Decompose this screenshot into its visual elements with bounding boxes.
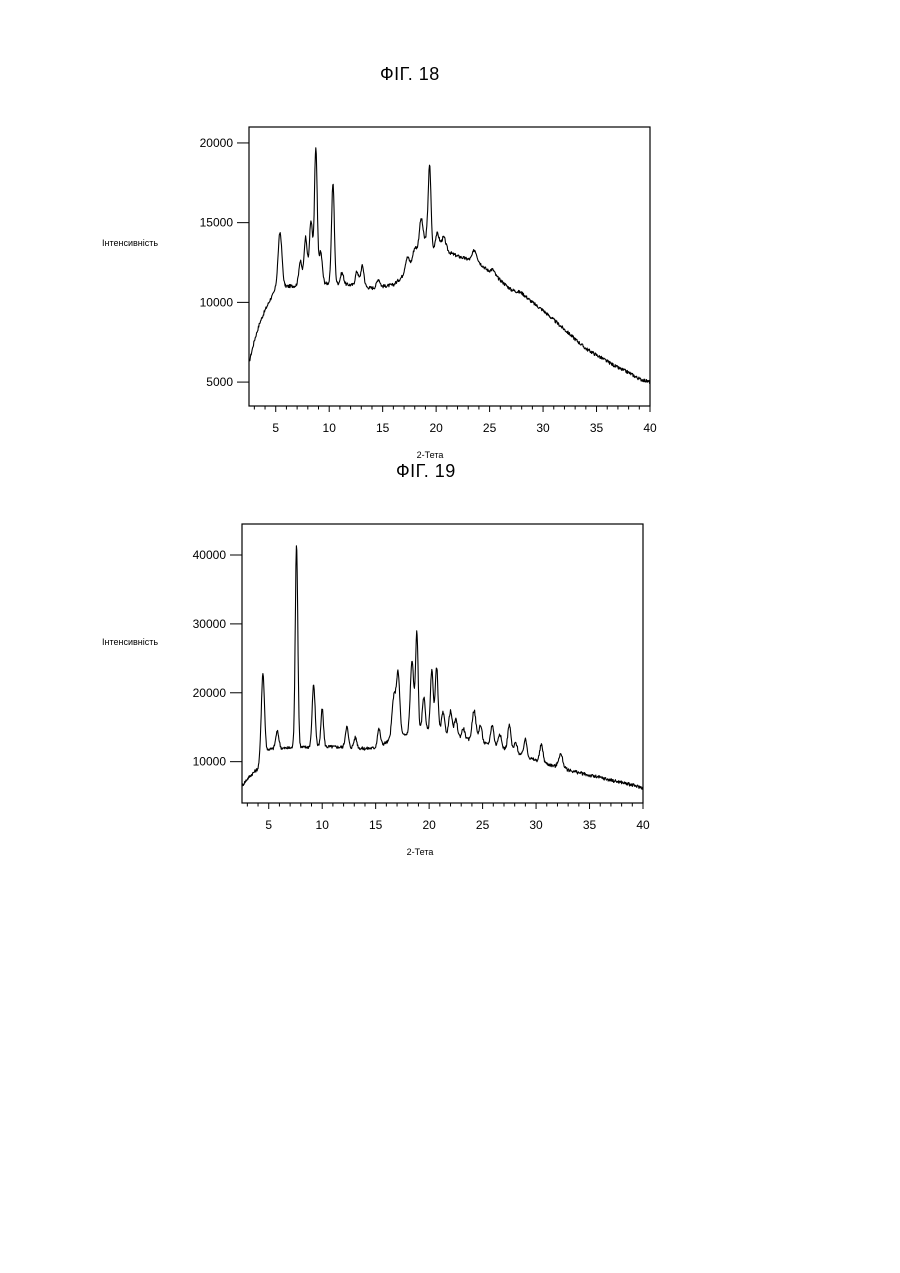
fig18-x-tick-label: 20 bbox=[429, 421, 443, 435]
fig18-x-tick-label: 15 bbox=[376, 421, 390, 435]
fig18-y-tick-label: 10000 bbox=[200, 295, 234, 309]
fig19-y-axis-label: Інтенсивність bbox=[102, 637, 158, 647]
fig19-y-tick-label: 20000 bbox=[193, 686, 227, 700]
fig19-x-tick-label: 25 bbox=[476, 818, 490, 832]
fig18-y-tick-label: 15000 bbox=[200, 216, 234, 230]
fig18-x-tick-label: 25 bbox=[483, 421, 497, 435]
fig19-x-tick-label: 40 bbox=[636, 818, 650, 832]
fig18-x-tick-label: 40 bbox=[643, 421, 657, 435]
fig18-y-tick-label: 20000 bbox=[200, 136, 234, 150]
fig19-x-tick-label: 15 bbox=[369, 818, 383, 832]
fig18-y-tick-label: 5000 bbox=[206, 375, 233, 389]
fig18-x-axis-label: 2-Тета bbox=[417, 450, 444, 460]
fig19-x-tick-label: 10 bbox=[316, 818, 330, 832]
fig18-diffraction-series-line bbox=[249, 148, 650, 384]
fig19-y-tick-label: 40000 bbox=[193, 548, 227, 562]
fig19-x-axis-label: 2-Тета bbox=[407, 847, 434, 857]
fig18-x-tick-label: 10 bbox=[323, 421, 337, 435]
fig18-plot-frame bbox=[249, 127, 650, 406]
fig18-y-axis-label: Інтенсивність bbox=[102, 238, 158, 248]
fig18-x-tick-label: 30 bbox=[536, 421, 550, 435]
fig18-x-tick-label: 5 bbox=[272, 421, 279, 435]
fig18-x-tick-label: 35 bbox=[590, 421, 604, 435]
fig19-x-tick-label: 35 bbox=[583, 818, 597, 832]
fig19-plot-frame bbox=[242, 524, 643, 803]
fig19-y-tick-label: 10000 bbox=[193, 755, 227, 769]
fig19-x-tick-label: 5 bbox=[265, 818, 272, 832]
fig19-x-tick-label: 20 bbox=[422, 818, 436, 832]
fig19-x-tick-label: 30 bbox=[529, 818, 543, 832]
fig19-y-tick-label: 30000 bbox=[193, 617, 227, 631]
fig19-diffraction-series-line bbox=[242, 546, 643, 789]
